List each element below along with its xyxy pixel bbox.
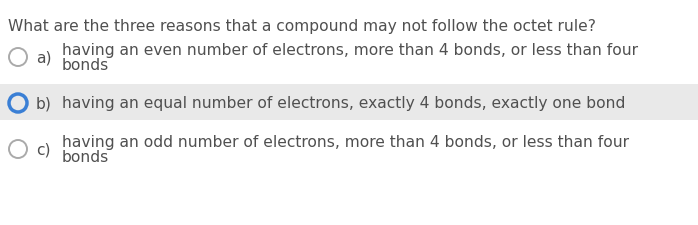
Text: bonds: bonds	[62, 58, 110, 73]
Text: What are the three reasons that a compound may not follow the octet rule?: What are the three reasons that a compou…	[8, 19, 596, 34]
Text: having an equal number of electrons, exactly 4 bonds, exactly one bond: having an equal number of electrons, exa…	[62, 96, 625, 111]
Text: having an odd number of electrons, more than 4 bonds, or less than four: having an odd number of electrons, more …	[62, 134, 629, 149]
Text: b): b)	[36, 96, 52, 111]
Bar	[0, 85, 698, 120]
Text: having an even number of electrons, more than 4 bonds, or less than four: having an even number of electrons, more…	[62, 43, 638, 58]
Text: bonds: bonds	[62, 150, 110, 164]
Text: c): c)	[36, 142, 50, 157]
Text: a): a)	[36, 50, 52, 65]
